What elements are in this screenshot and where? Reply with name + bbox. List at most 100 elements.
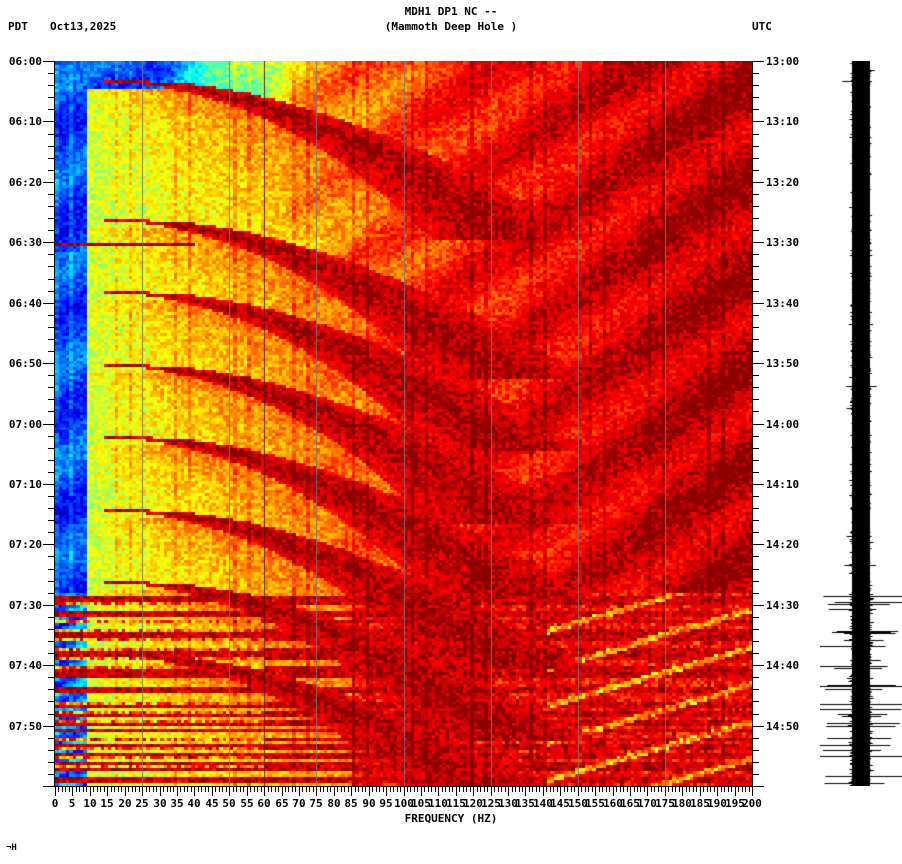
frequency-major-tick	[404, 787, 405, 796]
frequency-minor-tick	[654, 787, 655, 792]
frequency-minor-tick	[616, 787, 617, 792]
frequency-minor-tick	[187, 787, 188, 792]
frequency-minor-tick	[644, 787, 645, 792]
frequency-major-tick	[700, 787, 701, 796]
frequency-major-tick	[177, 787, 178, 796]
frequency-minor-tick	[268, 787, 269, 792]
frequency-minor-tick	[581, 787, 582, 792]
frequency-minor-tick	[480, 787, 481, 792]
frequency-minor-tick	[564, 787, 565, 792]
left-axis-minor-tick	[48, 714, 54, 715]
frequency-major-tick	[508, 787, 509, 796]
right-time-label: 14:00	[766, 418, 800, 431]
frequency-major-tick	[735, 787, 736, 796]
frequency-tick-label: 5	[68, 797, 76, 810]
right-time-label: 14:40	[766, 659, 800, 672]
frequency-minor-tick	[459, 787, 460, 792]
left-axis-minor-tick	[48, 556, 54, 557]
frequency-minor-tick	[414, 787, 415, 792]
frequency-minor-tick	[745, 787, 746, 792]
frequency-minor-tick	[323, 787, 324, 792]
frequency-tick-label: 45	[205, 797, 219, 810]
right-axis-minor-tick	[753, 375, 759, 376]
frequency-major-tick	[107, 787, 108, 796]
frequency-minor-tick	[390, 787, 391, 792]
right-axis-minor-tick	[753, 496, 759, 497]
right-axis-major-tick	[753, 303, 764, 304]
frequency-major-tick	[665, 787, 666, 796]
left-axis-minor-tick	[48, 109, 54, 110]
left-axis-major-tick	[43, 242, 54, 243]
frequency-minor-tick	[278, 787, 279, 792]
frequency-tick-label: 55	[240, 797, 254, 810]
right-axis-major-tick	[753, 182, 764, 183]
frequency-minor-tick	[602, 787, 603, 792]
frequency-minor-tick	[661, 787, 662, 792]
spectrogram-plot[interactable]	[55, 61, 752, 786]
right-axis-minor-tick	[753, 170, 759, 171]
left-axis-minor-tick	[48, 750, 54, 751]
frequency-tick-label: 170	[637, 797, 657, 810]
right-axis-minor-tick	[753, 206, 759, 207]
left-axis-major-tick	[43, 605, 54, 606]
frequency-major-tick	[264, 787, 265, 796]
frequency-minor-tick	[240, 787, 241, 792]
frequency-minor-tick	[156, 787, 157, 792]
frequency-minor-tick	[292, 787, 293, 792]
xaxis-title: FREQUENCY (HZ)	[404, 812, 498, 825]
frequency-major-tick	[125, 787, 126, 796]
left-axis-minor-tick	[48, 653, 54, 654]
frequency-tick-label: 95	[379, 797, 393, 810]
frequency-minor-tick	[111, 787, 112, 792]
station-title: MDH1 DP1 NC --	[404, 5, 498, 18]
right-axis-major-tick	[753, 484, 764, 485]
frequency-minor-tick	[306, 787, 307, 792]
frequency-minor-tick	[672, 787, 673, 792]
frequency-minor-tick	[365, 787, 366, 792]
frequency-minor-tick	[494, 787, 495, 792]
frequency-minor-tick	[184, 787, 185, 792]
frequency-tick-label: 175	[655, 797, 675, 810]
left-axis-minor-tick	[48, 85, 54, 86]
left-axis-minor-tick	[48, 218, 54, 219]
frequency-minor-tick	[222, 787, 223, 792]
frequency-minor-tick	[731, 787, 732, 792]
frequency-tick-label: 200	[742, 797, 762, 810]
left-time-label: 07:50	[8, 720, 42, 733]
frequency-minor-tick	[637, 787, 638, 792]
frequency-major-tick	[647, 787, 648, 796]
frequency-minor-tick	[449, 787, 450, 792]
right-axis-minor-tick	[753, 436, 759, 437]
station-subtitle: (Mammoth Deep Hole )	[384, 20, 518, 33]
left-time-label: 07:10	[8, 478, 42, 491]
left-axis-major-tick	[43, 726, 54, 727]
frequency-minor-tick	[512, 787, 513, 792]
frequency-minor-tick	[379, 787, 380, 792]
left-time-label: 06:00	[8, 55, 42, 68]
left-axis-minor-tick	[48, 496, 54, 497]
right-axis-major-tick	[753, 544, 764, 545]
frequency-minor-tick	[167, 787, 168, 792]
frequency-tick-label: 15	[100, 797, 114, 810]
frequency-minor-tick	[435, 787, 436, 792]
frequency-tick-label: 120	[463, 797, 483, 810]
frequency-minor-tick	[585, 787, 586, 792]
right-axis-minor-tick	[753, 750, 759, 751]
left-time-label: 06:30	[8, 236, 42, 249]
right-axis-minor-tick	[753, 291, 759, 292]
frequency-tick-label: 185	[690, 797, 710, 810]
frequency-tick-label: 70	[292, 797, 306, 810]
frequency-minor-tick	[393, 787, 394, 792]
left-time-label: 07:00	[8, 418, 42, 431]
frequency-minor-tick	[686, 787, 687, 792]
right-axis-major-tick	[753, 424, 764, 425]
left-axis-minor-tick	[48, 508, 54, 509]
frequency-minor-tick	[714, 787, 715, 792]
frequency-minor-tick	[118, 787, 119, 792]
frequency-tick-label: 65	[275, 797, 289, 810]
frequency-major-tick	[421, 787, 422, 796]
frequency-major-tick	[456, 787, 457, 796]
frequency-major-tick	[247, 787, 248, 796]
frequency-minor-tick	[553, 787, 554, 792]
frequency-minor-tick	[710, 787, 711, 792]
